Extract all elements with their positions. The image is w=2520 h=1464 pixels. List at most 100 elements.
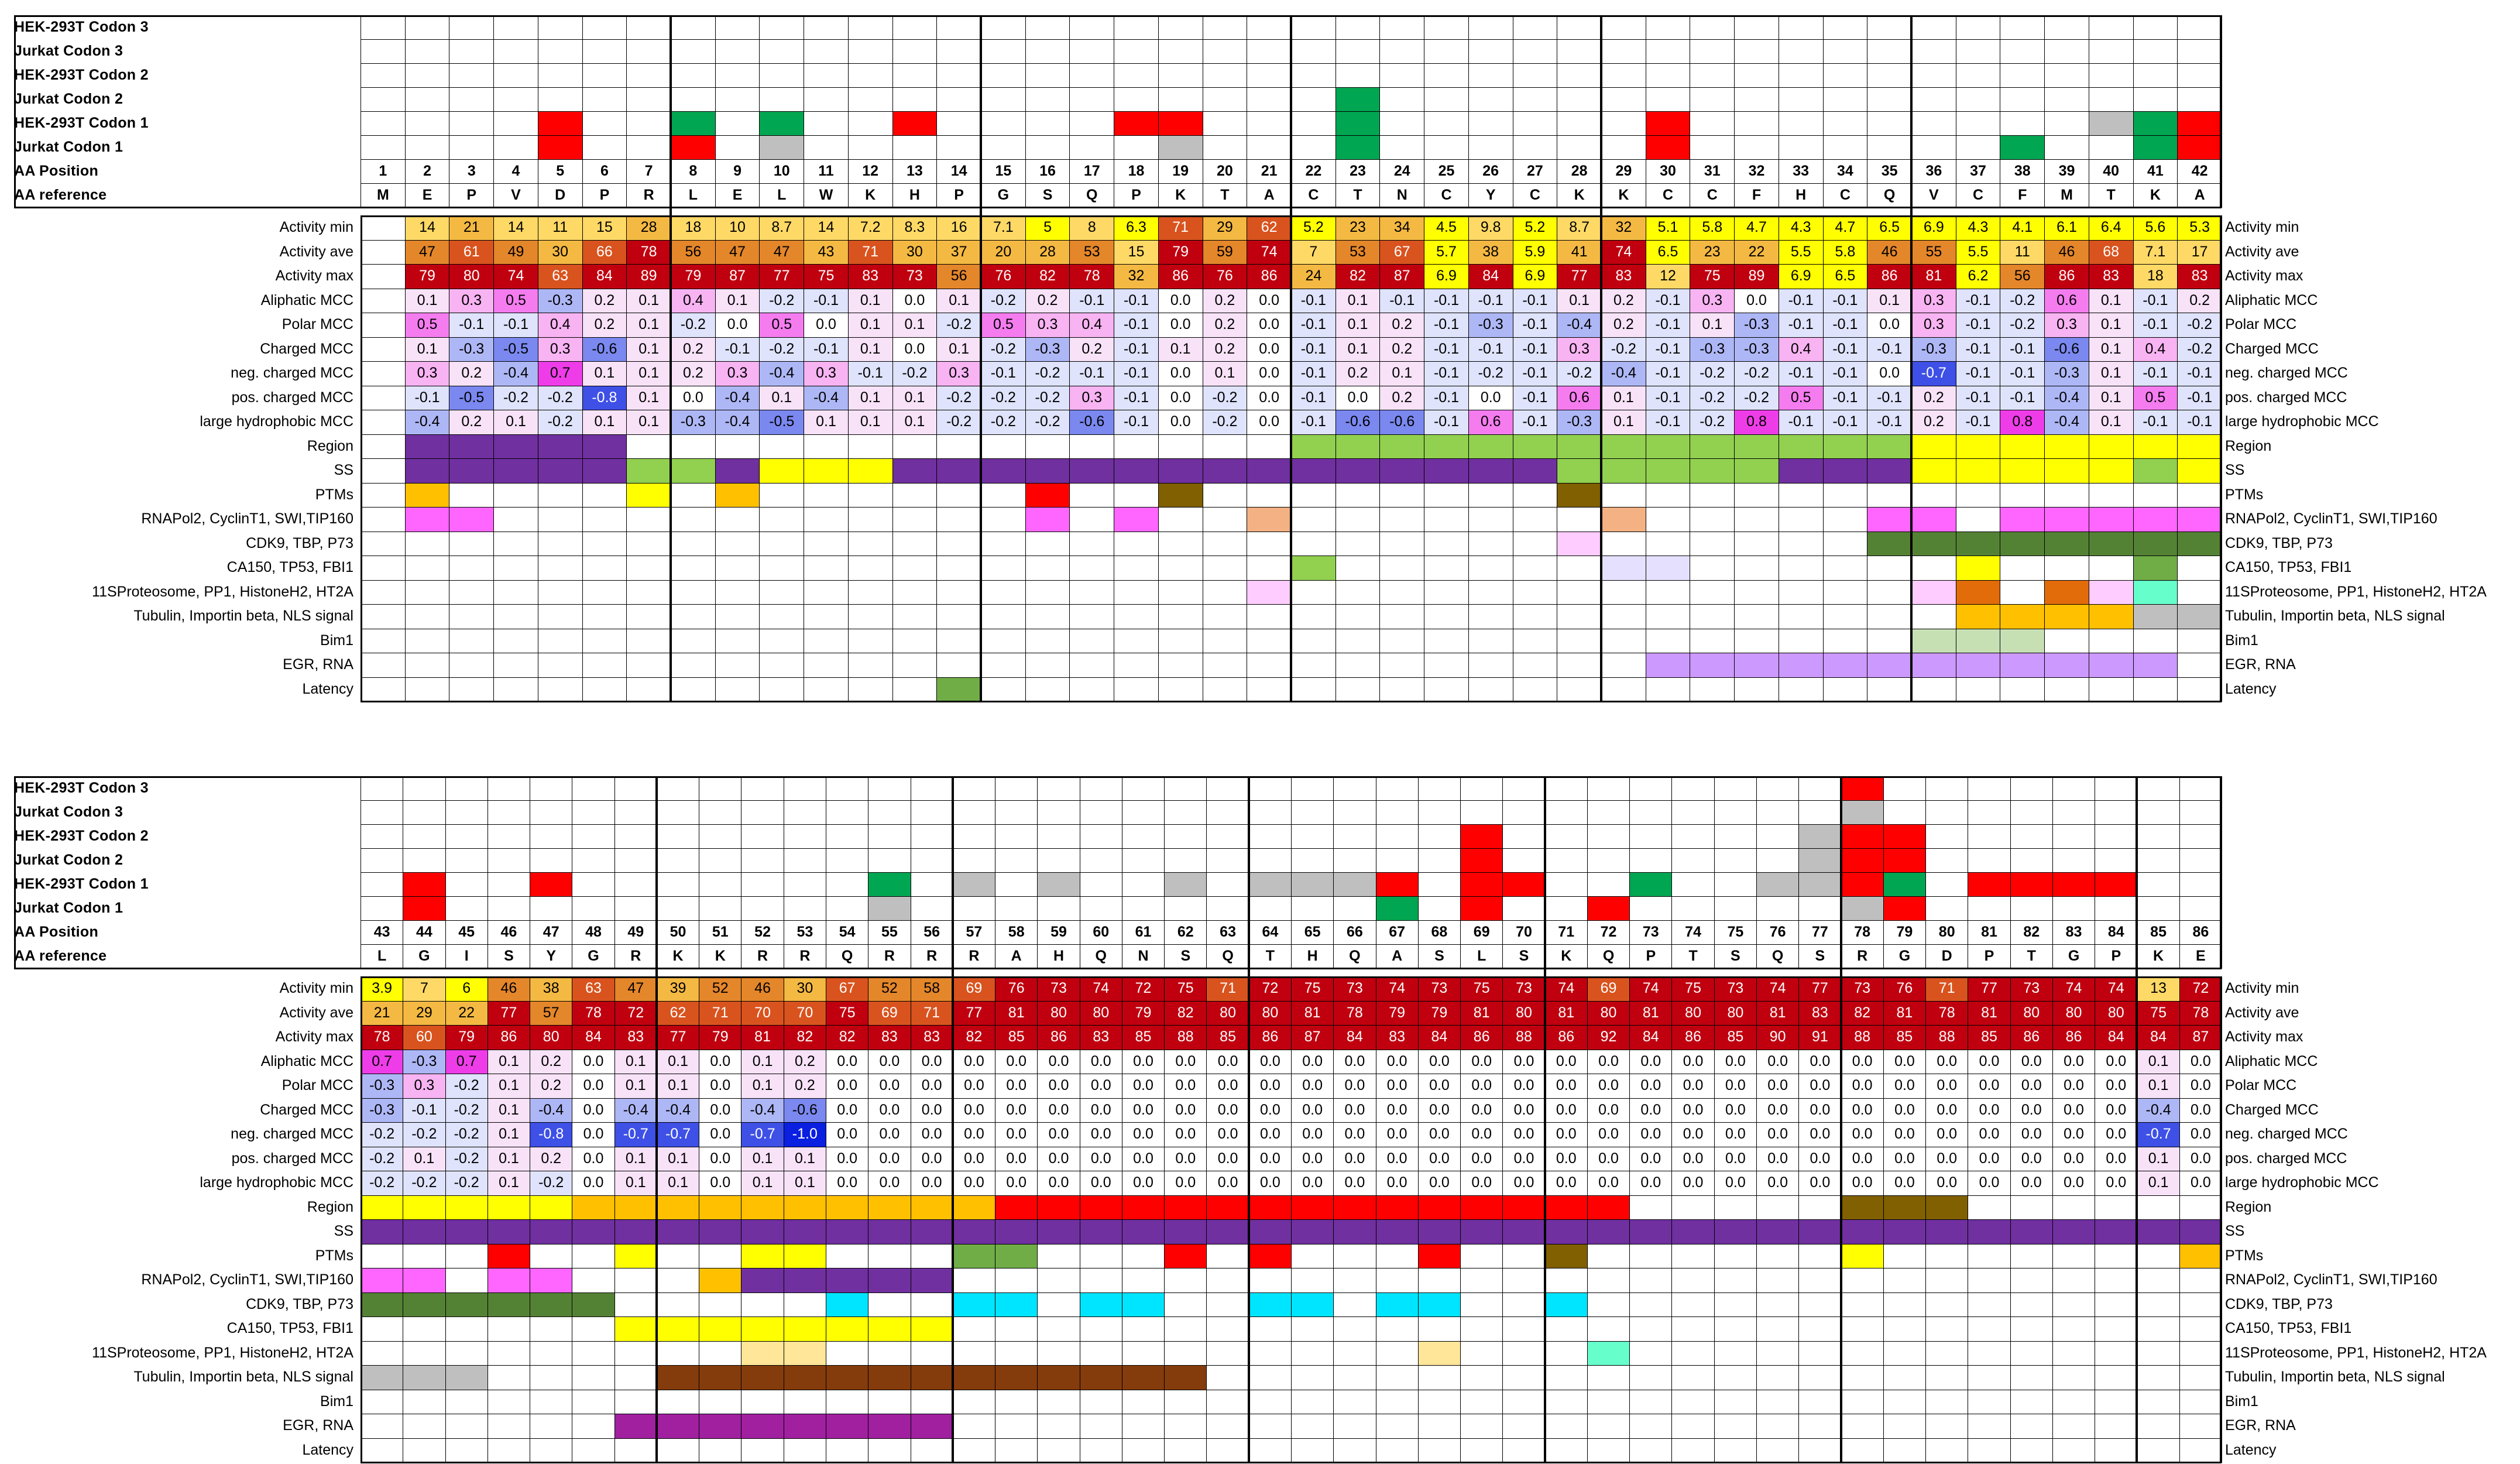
11sproteosome-pp1-histoneh2-ht2a-cell: [1512, 580, 1558, 605]
aa-position-cell: 69: [1460, 920, 1503, 945]
aa-reference-cell: K: [1601, 183, 1646, 208]
tubulin-importin-beta-nls-cell: [404, 604, 450, 629]
cdk9-tbp-p73-cell: [2010, 1292, 2053, 1317]
ptms-cell: [1512, 482, 1558, 508]
activity-max-cell: 81: [1911, 264, 1956, 289]
ss-cell: [2177, 458, 2222, 484]
region-cell: [1069, 434, 1115, 459]
bim1-cell: [2088, 628, 2134, 653]
polar-mcc-cell: 0.0: [1206, 1074, 1249, 1099]
ptms-cell: [1822, 482, 1868, 508]
aa-position-cell: 83: [2052, 920, 2096, 945]
11sproteosome-pp1-histoneh2-ht2a-cell: [1629, 1340, 1673, 1366]
11sproteosome-pp1-histoneh2-ht2a-cell: [1601, 580, 1646, 605]
polar-mcc-cell: 0.4: [1069, 313, 1115, 338]
codon-cell: [1335, 39, 1381, 64]
region-cell: [1079, 1195, 1122, 1220]
ss-cell: [868, 1219, 911, 1244]
codon-cell: [537, 135, 583, 160]
large-hydrophobic-mcc-cell: 0.2: [1911, 410, 1956, 435]
cdk9-tbp-p73-cell: [537, 531, 583, 556]
ca150-tp53-fbi1-cell: [656, 1316, 700, 1342]
rnapol2-cyclint1-swi-tip160-cell: [910, 1268, 953, 1293]
11sproteosome-pp1-histoneh2-ht2a-cell: [1158, 580, 1203, 605]
11sproteosome-pp1-histoneh2-ht2a-cell: [1544, 1340, 1588, 1366]
pos-charged-mcc-cell: 0.0: [1206, 1146, 1249, 1171]
aa-reference-cell: S: [1502, 944, 1546, 969]
codon-cell: [1037, 848, 1080, 873]
activity-ave-cell: 78: [572, 1000, 615, 1026]
neg-charged-mcc-cell: -0.7: [741, 1122, 784, 1147]
activity-ave-cell: 29: [403, 1000, 446, 1026]
aliphatic-mcc-cell: 0.1: [741, 1049, 784, 1074]
tubulin-importin-beta-nls-cell: [2088, 604, 2134, 629]
ss-cell: [759, 458, 805, 484]
charged-mcc-cell: 0.0: [1714, 1098, 1757, 1123]
aa-reference-cell: Q: [1079, 944, 1122, 969]
codon-cell: [626, 63, 671, 88]
codon-cell: [656, 800, 700, 825]
tubulin-importin-beta-nls-cell: [2052, 1365, 2096, 1390]
codon-cell: [1248, 872, 1292, 897]
large-hydrophobic-mcc-cell: 0.1: [582, 410, 627, 435]
codon-cell: [1629, 872, 1673, 897]
ss-cell: [826, 1219, 869, 1244]
codon-cell: [2010, 896, 2053, 921]
neg-charged-mcc-cell: 0.0: [1079, 1122, 1122, 1147]
activity-max-label-right: Activity max: [2225, 268, 2303, 284]
codon-cell: [1291, 111, 1336, 136]
tubulin-importin-beta-nls-cell: [1671, 1365, 1715, 1390]
pos-charged-mcc-cell: -0.8: [582, 385, 627, 410]
activity-min-cell: 14: [404, 215, 450, 241]
tubulin-importin-beta-nls-cell: [936, 604, 981, 629]
region-cell: [1645, 434, 1691, 459]
11sproteosome-pp1-histoneh2-ht2a-cell: [1734, 580, 1779, 605]
11sproteosome-pp1-histoneh2-ht2a-cell: [1756, 1340, 1800, 1366]
ca150-tp53-fbi1-cell: [1333, 1316, 1376, 1342]
region-cell: [493, 434, 538, 459]
codon-cell: [1291, 135, 1336, 160]
activity-ave-cell: 41: [1557, 239, 1602, 265]
tubulin-importin-beta-nls-cell: [1544, 1365, 1588, 1390]
egr-rna-cell: [487, 1414, 531, 1439]
ptms-cell: [936, 482, 981, 508]
activity-min-cell: 76: [995, 976, 1038, 1002]
aliphatic-mcc-cell: -0.3: [403, 1049, 446, 1074]
tubulin-importin-beta-nls-cell: [403, 1365, 446, 1390]
ss-cell: [2000, 458, 2045, 484]
aa-position-cell: 1: [361, 159, 406, 184]
large-hydrophobic-mcc-cell: 0.1: [656, 1171, 700, 1196]
codon-cell: [1468, 15, 1513, 40]
rnapol2-cyclint1-swi-tip160-cell: [404, 507, 450, 532]
activity-ave-cell: 80: [2095, 1000, 2138, 1026]
activity-min-cell: 8: [1069, 215, 1115, 241]
activity-min-cell: 34: [1379, 215, 1425, 241]
codon-cell: [995, 872, 1038, 897]
activity-min-cell: 74: [2095, 976, 2138, 1002]
bim1-cell: [582, 628, 627, 653]
charged-mcc-cell: 0.0: [910, 1098, 953, 1123]
tubulin-importin-beta-nls-cell: [1925, 1365, 1969, 1390]
codon-cell: [1798, 872, 1842, 897]
polar-mcc-cell: 0.0: [995, 1074, 1038, 1099]
neg-charged-mcc-cell: 0.0: [1375, 1122, 1419, 1147]
egr-rna-cell: [2177, 653, 2222, 678]
polar-mcc-cell: 0.0: [699, 1074, 742, 1099]
ca150-tp53-fbi1-cell: [1883, 1316, 1927, 1342]
large-hydrophobic-mcc-cell: -0.6: [1335, 410, 1381, 435]
egr-rna-cell: [2179, 1414, 2222, 1439]
codon-cell: [582, 15, 627, 40]
charged-mcc-label-right: Charged MCC: [2225, 1101, 2319, 1118]
region-cell: [2177, 434, 2222, 459]
activity-min-cell: 14: [804, 215, 849, 241]
latency-cell: [361, 1438, 404, 1463]
activity-max-cell: 84: [1333, 1025, 1376, 1050]
latency-cell: [1557, 677, 1602, 702]
cdk9-tbp-p73-cell: [1121, 1292, 1165, 1317]
cdk9-tbp-p73-label-right: CDK9, TBP, P73: [2225, 1295, 2333, 1312]
rnapol2-cyclint1-swi-tip160-cell: [2000, 507, 2045, 532]
11sproteosome-pp1-histoneh2-ht2a-label-right: 11SProteosome, PP1, HistoneH2, HT2A: [2225, 583, 2487, 600]
activity-min-cell: 28: [626, 215, 671, 241]
aa-reference-cell: I: [445, 944, 488, 969]
ss-cell: [1164, 1219, 1207, 1244]
